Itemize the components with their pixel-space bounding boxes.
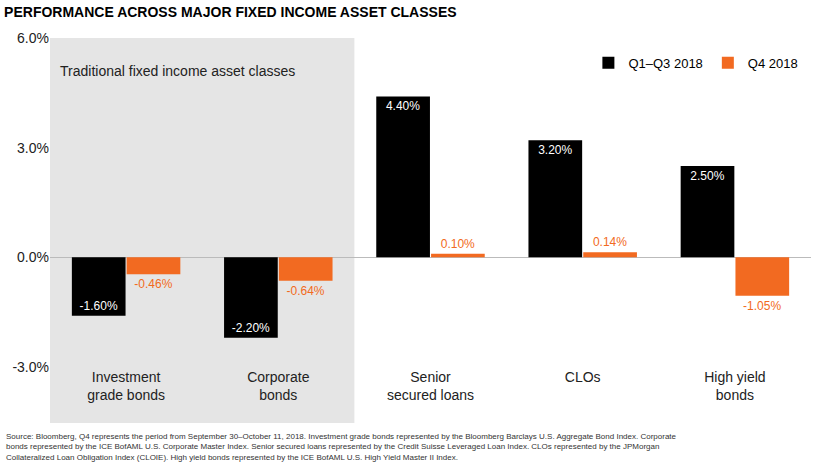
svg-text:3.20%: 3.20% (538, 143, 572, 157)
svg-text:-3.0%: -3.0% (12, 359, 49, 375)
svg-text:Investmentgrade bonds: Investmentgrade bonds (87, 369, 165, 403)
svg-text:-0.64%: -0.64% (287, 284, 325, 298)
svg-text:Q4 2018: Q4 2018 (748, 56, 798, 71)
svg-text:Corporatebonds: Corporatebonds (247, 369, 309, 403)
svg-text:-2.20%: -2.20% (232, 321, 270, 335)
svg-text:High yieldbonds: High yieldbonds (704, 369, 765, 403)
svg-text:-1.05%: -1.05% (743, 299, 781, 313)
svg-text:4.40%: 4.40% (386, 99, 420, 113)
svg-text:-1.60%: -1.60% (80, 299, 118, 313)
svg-text:3.0%: 3.0% (17, 140, 49, 156)
svg-text:PERFORMANCE ACROSS MAJOR FIXED: PERFORMANCE ACROSS MAJOR FIXED INCOME AS… (4, 4, 456, 20)
svg-text:0.10%: 0.10% (441, 237, 475, 251)
svg-text:Seniorsecured loans: Seniorsecured loans (387, 369, 474, 403)
svg-text:Source: Bloomberg, Q4 represen: Source: Bloomberg, Q4 represents the per… (6, 432, 677, 462)
svg-text:Q1–Q3 2018: Q1–Q3 2018 (628, 56, 702, 71)
svg-text:Traditional fixed income asset: Traditional fixed income asset classes (60, 63, 295, 79)
svg-text:6.0%: 6.0% (17, 30, 49, 46)
svg-text:CLOs: CLOs (565, 369, 601, 385)
svg-text:0.0%: 0.0% (17, 249, 49, 265)
svg-text:2.50%: 2.50% (690, 169, 724, 183)
svg-text:0.14%: 0.14% (593, 235, 627, 249)
svg-text:-0.46%: -0.46% (134, 277, 172, 291)
